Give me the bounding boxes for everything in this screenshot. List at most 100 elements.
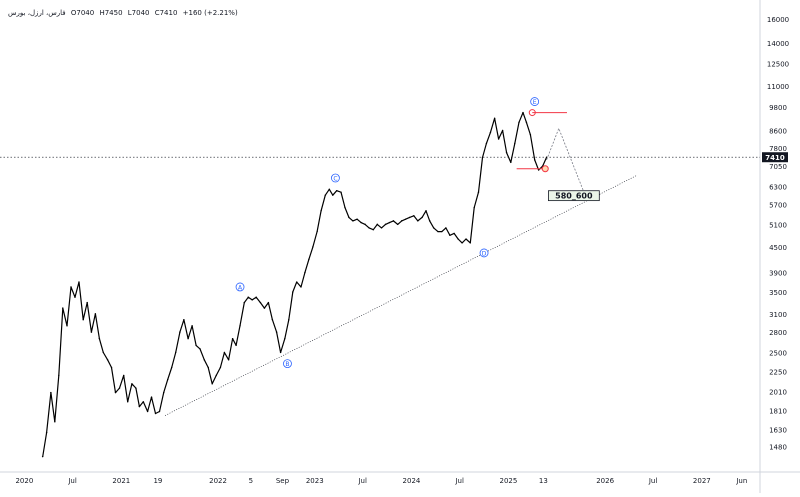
price-point [207, 366, 209, 369]
current-price-tag-label: 7410 [765, 154, 785, 162]
current-price-tag [762, 152, 788, 163]
price-point [127, 401, 129, 403]
price-point [150, 396, 153, 398]
price-point [146, 410, 149, 413]
wave-label: E [533, 99, 537, 106]
price-point [235, 344, 237, 347]
symbol-legend: فارس، ارزل، بورس O7040 H7450 L7040 C7410… [8, 9, 241, 17]
y-tick-label: 3500 [769, 289, 787, 297]
price-point [461, 242, 463, 244]
price-point [163, 391, 165, 394]
price-point [106, 359, 109, 361]
x-tick-label: 2023 [306, 477, 324, 485]
x-tick-label: Sep [276, 477, 290, 485]
x-tick-label: 2024 [403, 477, 421, 485]
wave-label: D [482, 250, 487, 257]
price-point [400, 220, 403, 222]
price-point [118, 387, 121, 389]
price-point [183, 319, 185, 321]
price-point [514, 142, 516, 145]
price-point [368, 227, 370, 229]
y-tick-label: 8600 [769, 127, 787, 135]
price-point [316, 230, 318, 233]
price-point [219, 366, 222, 369]
price-point [449, 234, 451, 236]
price-point [529, 133, 532, 136]
price-point [203, 359, 205, 361]
price-point [231, 337, 234, 340]
price-point [457, 238, 459, 240]
price-point [352, 220, 354, 222]
symbol-name: فارس، ارزل، بورس [8, 9, 66, 17]
price-point [45, 431, 48, 434]
price-point [388, 221, 391, 224]
price-point [429, 220, 431, 222]
price-point [110, 366, 113, 369]
y-tick-label: 9800 [769, 104, 787, 112]
target-box [548, 190, 600, 202]
price-point [94, 313, 97, 315]
price-point [336, 190, 338, 192]
open-value: O7040 [70, 9, 95, 17]
resistance-marker [528, 109, 536, 117]
y-tick-label: 3100 [769, 311, 787, 319]
price-point [493, 117, 496, 120]
price-point [296, 281, 298, 283]
price-point [489, 131, 492, 134]
price-point [187, 337, 189, 340]
price-point [50, 391, 52, 394]
price-point [74, 296, 76, 298]
trendline [164, 175, 638, 416]
price-point [537, 169, 540, 171]
price-point [284, 337, 286, 340]
price-point [243, 301, 245, 304]
wave-label-circle [283, 359, 292, 369]
price-point [380, 227, 383, 229]
wave-label: B [285, 361, 289, 368]
price-point [174, 351, 177, 354]
support-marker [541, 165, 549, 173]
y-tick-label: 12500 [767, 60, 789, 68]
target-box-label: 580_600 [555, 192, 593, 201]
price-point [62, 307, 64, 309]
price-point [433, 227, 435, 229]
price-point [102, 351, 105, 354]
price-point [58, 374, 60, 377]
price-point [158, 410, 161, 413]
price-point [425, 210, 427, 212]
price-point [485, 142, 488, 145]
price-point [392, 220, 395, 222]
price-point [288, 319, 290, 321]
price-point [135, 387, 137, 389]
price-point [505, 151, 508, 154]
price-point [348, 216, 350, 219]
wave-label-circle [235, 282, 245, 292]
price-point [469, 242, 471, 244]
price-point [384, 223, 387, 226]
price-point [417, 220, 419, 222]
close-value: C7410 [154, 9, 178, 17]
price-point [41, 455, 44, 458]
price-point [445, 227, 447, 229]
y-tick-label: 5100 [769, 221, 787, 229]
y-tick-label: 4500 [769, 244, 787, 252]
price-point [497, 138, 500, 140]
price-point [86, 301, 88, 304]
wave-label-circle [479, 248, 489, 258]
price-point [441, 230, 443, 233]
price-point [154, 412, 157, 415]
wave-label-circle [530, 97, 540, 106]
price-point [332, 194, 334, 196]
price-point [247, 296, 249, 298]
price-point [501, 129, 504, 132]
price-point [372, 229, 375, 231]
price-point [251, 299, 253, 301]
x-tick-label: 2026 [596, 477, 614, 485]
price-point [545, 156, 548, 158]
price-point [312, 246, 314, 248]
x-tick-label: 13 [539, 477, 548, 485]
price-point [356, 218, 358, 220]
y-tick-label: 2800 [769, 329, 787, 337]
